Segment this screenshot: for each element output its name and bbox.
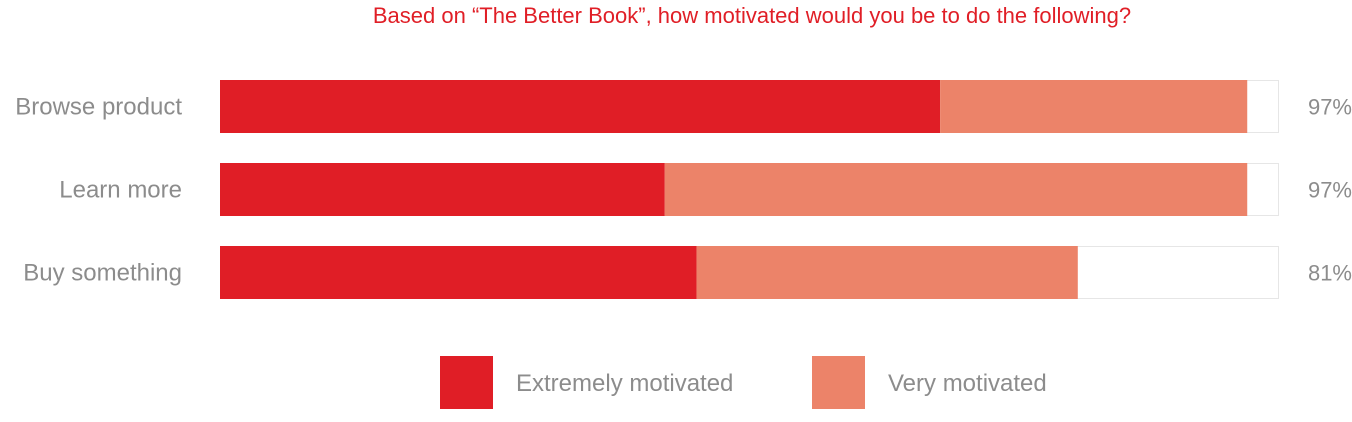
category-label-buy-something: Buy something (23, 260, 182, 287)
bar-extremely-motivated-browse-product (220, 80, 941, 133)
chart-title: Based on “The Better Book”, how motivate… (373, 3, 1131, 28)
bar-extremely-motivated-learn-more (220, 163, 665, 216)
bar-very-motivated-browse-product (940, 80, 1248, 133)
category-label-learn-more: Learn more (59, 177, 182, 204)
legend: Extremely motivated Very motivated (440, 356, 1047, 409)
total-label-buy-something: 81% (1308, 261, 1352, 286)
total-label-browse-product: 97% (1308, 95, 1352, 120)
bar-very-motivated-buy-something (696, 246, 1078, 299)
bar-very-motivated-learn-more (664, 163, 1248, 216)
legend-label-extremely-motivated: Extremely motivated (516, 370, 733, 397)
legend-swatch-extremely-motivated (440, 356, 493, 409)
bars-layer (220, 80, 1279, 299)
bar-extremely-motivated-buy-something (220, 246, 697, 299)
labels-layer: Browse product 97% Learn more 97% Buy someth… (15, 94, 1352, 287)
category-label-browse-product: Browse product (15, 94, 182, 121)
legend-swatch-very-motivated (812, 356, 865, 409)
legend-label-very-motivated: Very motivated (888, 370, 1047, 397)
total-label-learn-more: 97% (1308, 178, 1352, 203)
